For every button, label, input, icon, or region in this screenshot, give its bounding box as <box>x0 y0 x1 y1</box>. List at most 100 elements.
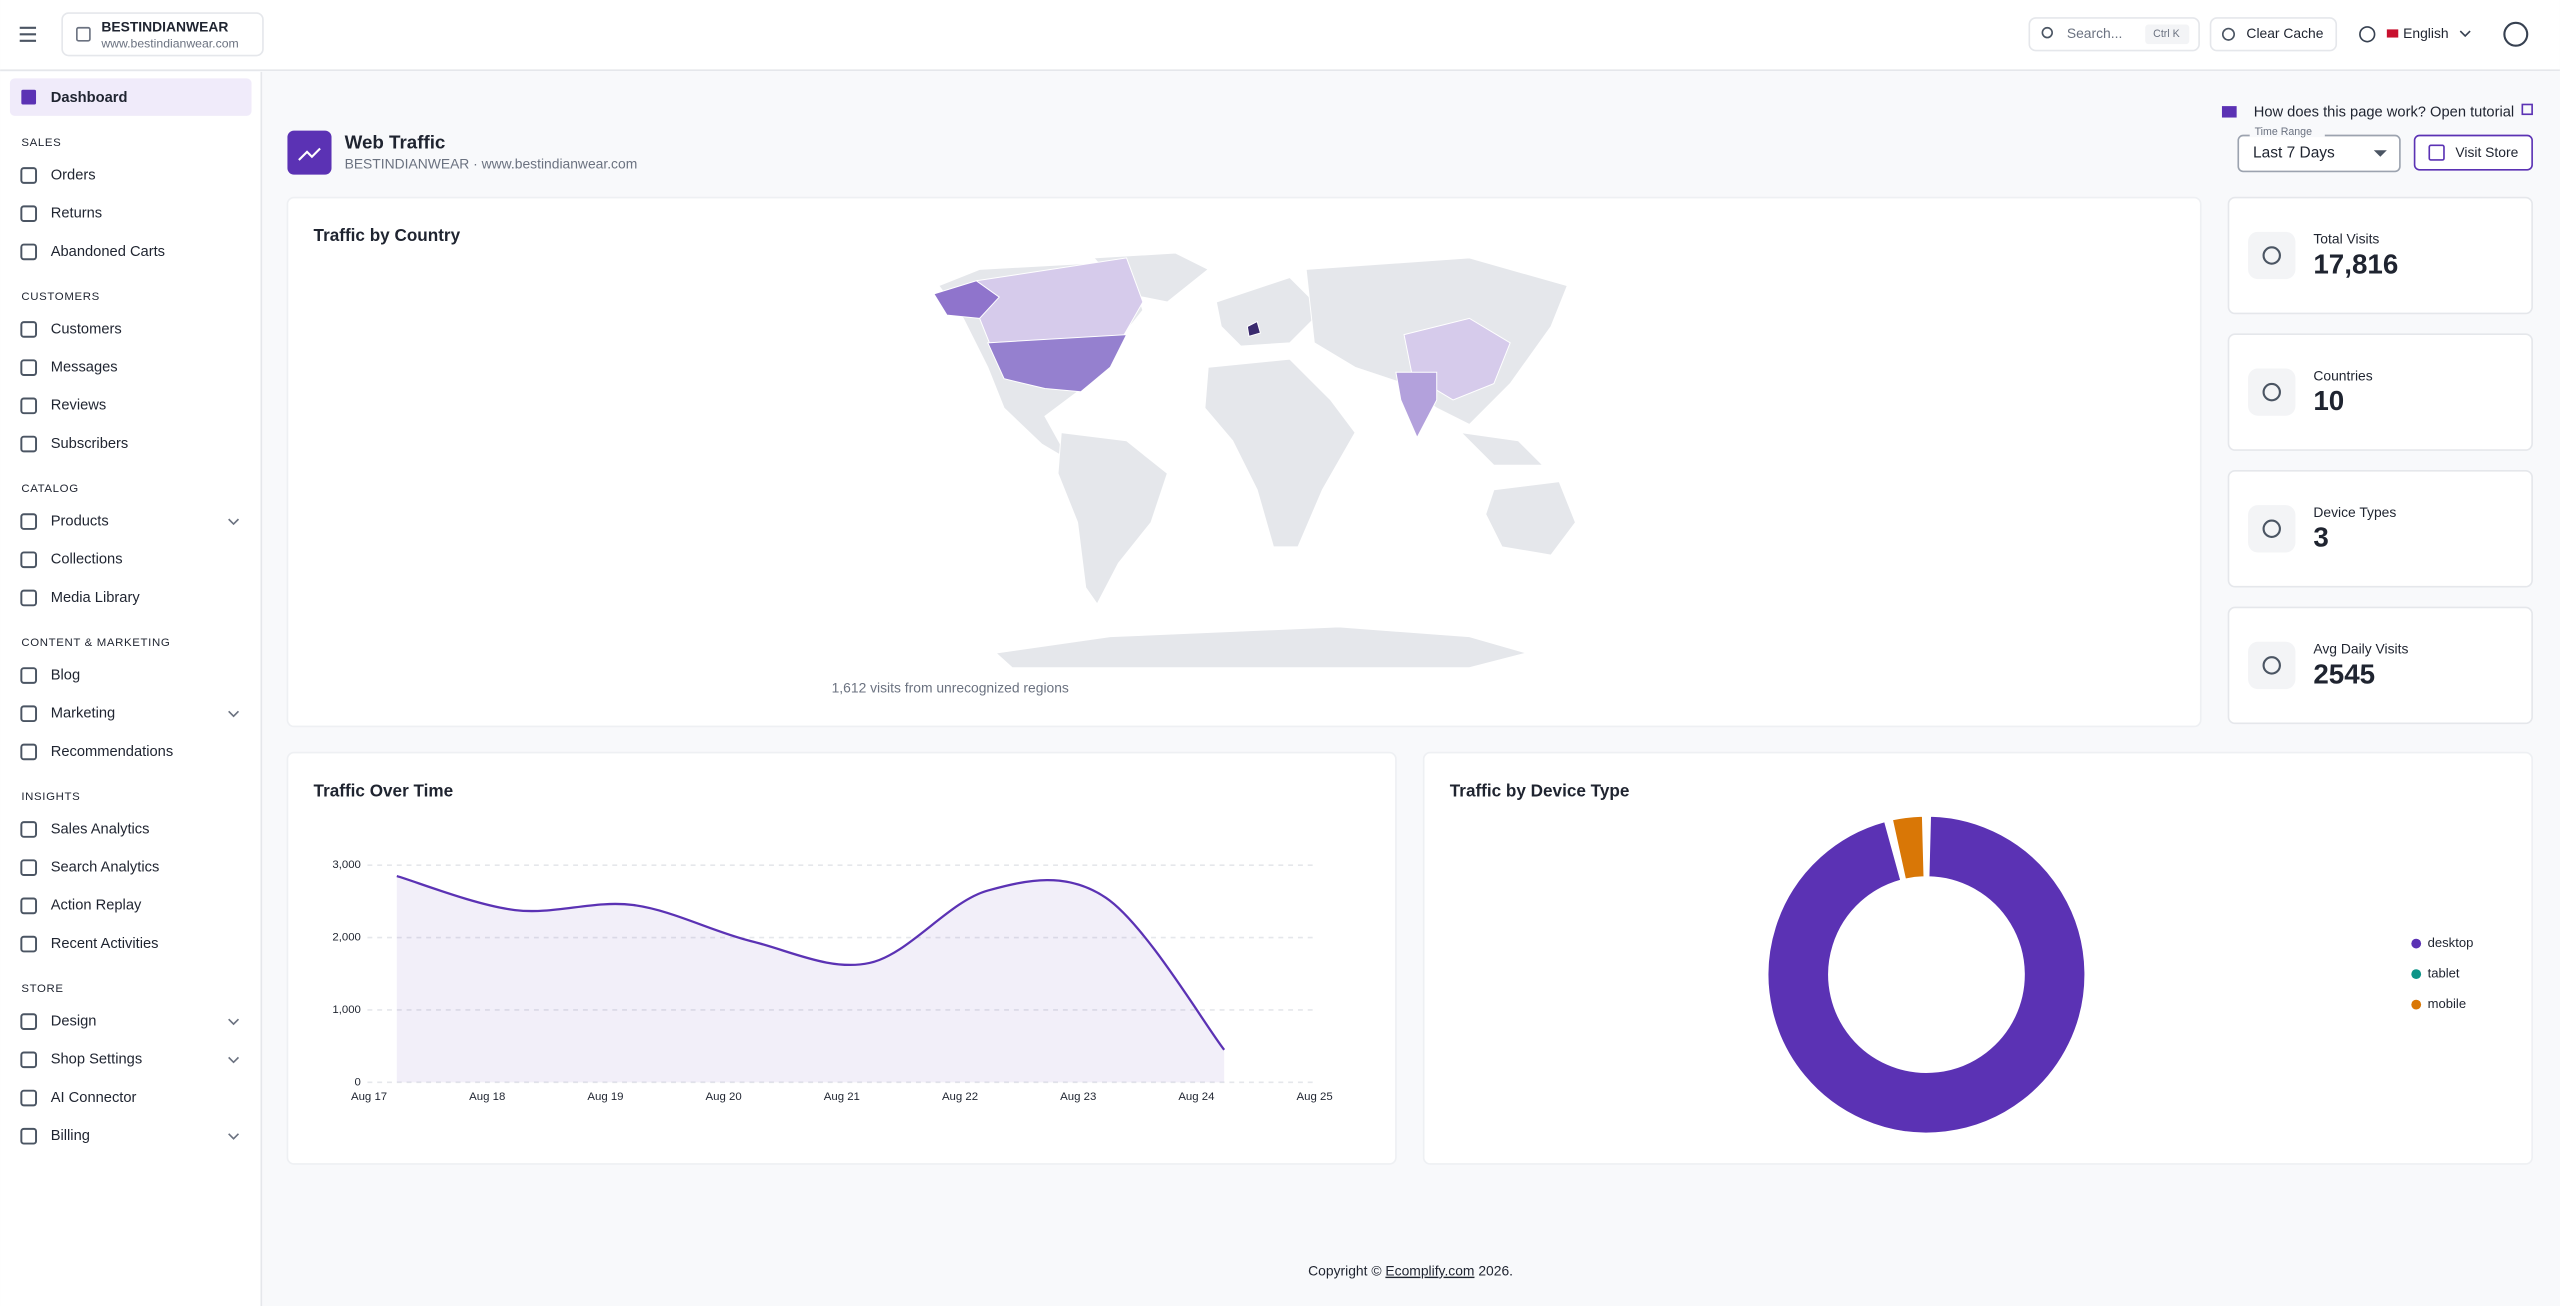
x-tick-label: Aug 22 <box>942 1091 978 1103</box>
nav-item[interactable]: Customers <box>51 321 122 337</box>
chevron <box>228 1018 240 1026</box>
store-switcher[interactable] <box>61 12 264 57</box>
legend-swatch <box>2411 938 2422 949</box>
donut-slice <box>1767 815 2086 1134</box>
stat-icon <box>2262 656 2281 675</box>
stat-icon-bg <box>2248 368 2296 416</box>
nav-item[interactable]: Messages <box>51 360 118 376</box>
map-note: 1,612 visits from unrecognized regions <box>832 680 1069 696</box>
nav-icon <box>20 589 38 607</box>
line <box>396 874 1226 1051</box>
stat-value: 2545 <box>2313 658 2375 689</box>
chevron <box>228 1056 240 1064</box>
legend-label: mobile <box>2428 996 2466 1011</box>
nav-item[interactable]: Dashboard <box>51 90 128 106</box>
nav-section-title: SALES <box>21 137 61 149</box>
stat-card <box>2227 196 2533 315</box>
tutorial-link[interactable]: How does this page work? Open tutorial <box>2254 105 2514 121</box>
footer-link[interactable]: Ecomplify.com <box>1385 1262 1474 1278</box>
visit-store-button[interactable] <box>2413 134 2533 171</box>
search-icon <box>2041 26 2053 39</box>
nav-icon <box>20 243 38 261</box>
nav-icon <box>20 205 38 223</box>
language-button[interactable] <box>2359 26 2471 43</box>
avatar[interactable] <box>2503 21 2529 47</box>
legend-label: desktop <box>2428 935 2474 950</box>
nav-item[interactable]: Blog <box>51 667 80 683</box>
nav-item[interactable]: Billing <box>51 1128 90 1144</box>
stat-value: 3 <box>2313 522 2328 553</box>
nav-item[interactable]: Products <box>51 513 109 529</box>
stat-card <box>2227 469 2533 588</box>
nav-item[interactable]: Shop Settings <box>51 1052 142 1068</box>
nav-icon <box>20 743 38 761</box>
external-icon <box>2521 103 2533 116</box>
shortcut: Ctrl K <box>2153 28 2180 40</box>
charts: 0 1,000 2,000 3,000 Aug 17 Aug 18 Aug 19 Aug 20… <box>332 815 2474 1134</box>
visit-store-label: Visit Store <box>2455 144 2518 160</box>
stat-value: 17,816 <box>2313 248 2398 279</box>
stat-card <box>2227 606 2533 725</box>
nav-section-title: STORE <box>21 983 63 995</box>
store-icon <box>76 26 91 42</box>
open-icon <box>2428 144 2445 161</box>
search-placeholder: Search... <box>2067 25 2122 41</box>
nav-item[interactable]: Returns <box>51 206 102 222</box>
nav-item[interactable]: AI Connector <box>51 1090 137 1106</box>
nav-section-title: CATALOG <box>21 483 78 495</box>
nav-icon <box>20 935 38 953</box>
stat-icon <box>2262 519 2281 538</box>
nav-icon <box>20 321 38 338</box>
nav-item[interactable]: Action Replay <box>51 898 142 914</box>
donut-card <box>1422 751 2533 1165</box>
nav-item[interactable]: Collections <box>51 552 123 568</box>
nav-item[interactable]: Reviews <box>51 398 107 414</box>
chevron <box>228 518 240 526</box>
x-tick-label: Aug 17 <box>351 1091 387 1103</box>
select-label-bg <box>2249 127 2325 138</box>
legend-label: tablet <box>2428 966 2460 981</box>
nav-item[interactable]: Subscribers <box>51 436 129 452</box>
nav-item[interactable]: Abandoned Carts <box>51 244 165 260</box>
nav-section-title: INSIGHTS <box>21 791 80 803</box>
y-tick-label: 2,000 <box>332 932 361 944</box>
refresh-icon <box>2221 27 2236 41</box>
nav-icon <box>20 859 38 876</box>
page-subtitle: BESTINDIANWEAR · www.bestindianwear.com <box>345 156 638 172</box>
stat-icon-bg <box>2248 505 2296 553</box>
x-tick-label: Aug 18 <box>469 1091 505 1103</box>
stat-icon-bg <box>2248 641 2296 690</box>
nav-section-title: CONTENT & MARKETING <box>21 637 170 649</box>
nav-section-title: CUSTOMERS <box>21 291 100 303</box>
nav-icon <box>21 89 37 105</box>
donut-slice <box>1892 815 1925 880</box>
nav-item[interactable]: Sales Analytics <box>51 821 150 837</box>
y-tick-label: 3,000 <box>332 859 361 871</box>
line-title: Traffic Over Time <box>314 780 454 800</box>
active-item-bg <box>9 78 252 116</box>
x-tick-label: Aug 24 <box>1178 1091 1215 1103</box>
x-tick-label: Aug 23 <box>1060 1091 1096 1103</box>
nav-item[interactable]: Search Analytics <box>51 860 160 876</box>
trend-icon <box>298 147 321 161</box>
nav-icon <box>20 821 38 838</box>
nav-item[interactable]: Orders <box>51 167 96 183</box>
nav-item[interactable]: Design <box>51 1013 97 1029</box>
page-title: Web Traffic <box>345 132 446 153</box>
nav-icon <box>20 167 38 184</box>
nav-item[interactable]: Recommendations <box>51 744 173 760</box>
clear-cache-button[interactable] <box>2209 17 2338 52</box>
book-icon <box>2221 106 2237 118</box>
menu-button[interactable] <box>19 26 37 42</box>
stat-label: Countries <box>2313 367 2372 383</box>
nav-icon <box>20 1089 38 1107</box>
time-range-label: Time Range <box>2255 126 2312 138</box>
nav-item[interactable]: Marketing <box>51 706 115 722</box>
chevron <box>228 1133 240 1140</box>
nav-item[interactable]: Recent Activities <box>51 936 159 952</box>
stat-icon <box>2262 246 2281 265</box>
nav-icon <box>20 897 38 915</box>
nav-item[interactable]: Media Library <box>51 590 141 606</box>
